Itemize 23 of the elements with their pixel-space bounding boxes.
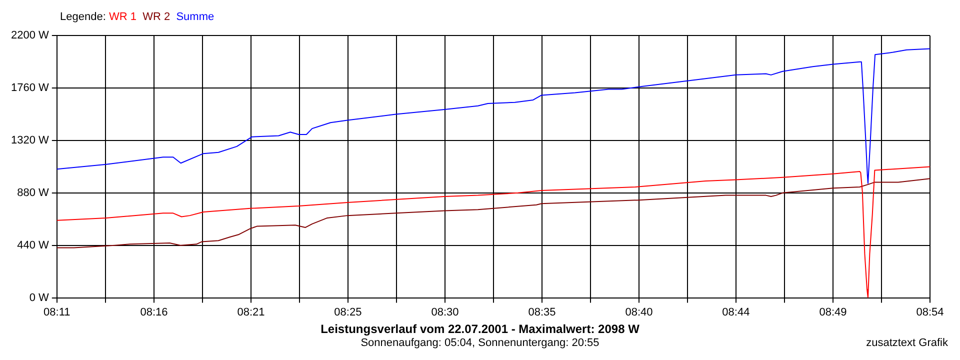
x-tick-label: 08:54 [916,306,944,318]
x-tick-label: 08:21 [237,306,265,318]
y-tick-label: 440 W [17,239,50,252]
x-tick-label: 08:30 [431,306,459,318]
y-tick-label: 2200 W [10,30,50,42]
text: WR 1 [108,11,138,23]
text: Sonnenaufgang: 05:04, Sonnenuntergang: 20:55 [360,337,600,349]
text: zusatztext Grafik [866,336,948,350]
y-tick-label: 1760 W [10,82,50,94]
y-tick-label: 880 W [17,186,50,199]
text: Leistungsverlauf vom 22.07.2001 - Maximalwert: 2098 W [320,322,640,336]
x-tick-label: 08:44 [722,306,750,318]
x-tick-label: 08:40 [625,306,653,318]
x-tick-label: 08:11 [44,306,70,318]
x-tick-label: 08:25 [334,306,362,318]
x-tick-label: 08:49 [819,306,847,318]
y-tick-label: 1320 W [10,134,50,147]
x-tick-label: 08:16 [140,306,168,318]
text: WR 2 [142,11,172,23]
y-tick-label: 0 W [29,292,50,304]
legend-title: Legende: [60,11,107,23]
text: Summe [176,11,214,23]
x-tick-label: 08:35 [528,306,556,318]
